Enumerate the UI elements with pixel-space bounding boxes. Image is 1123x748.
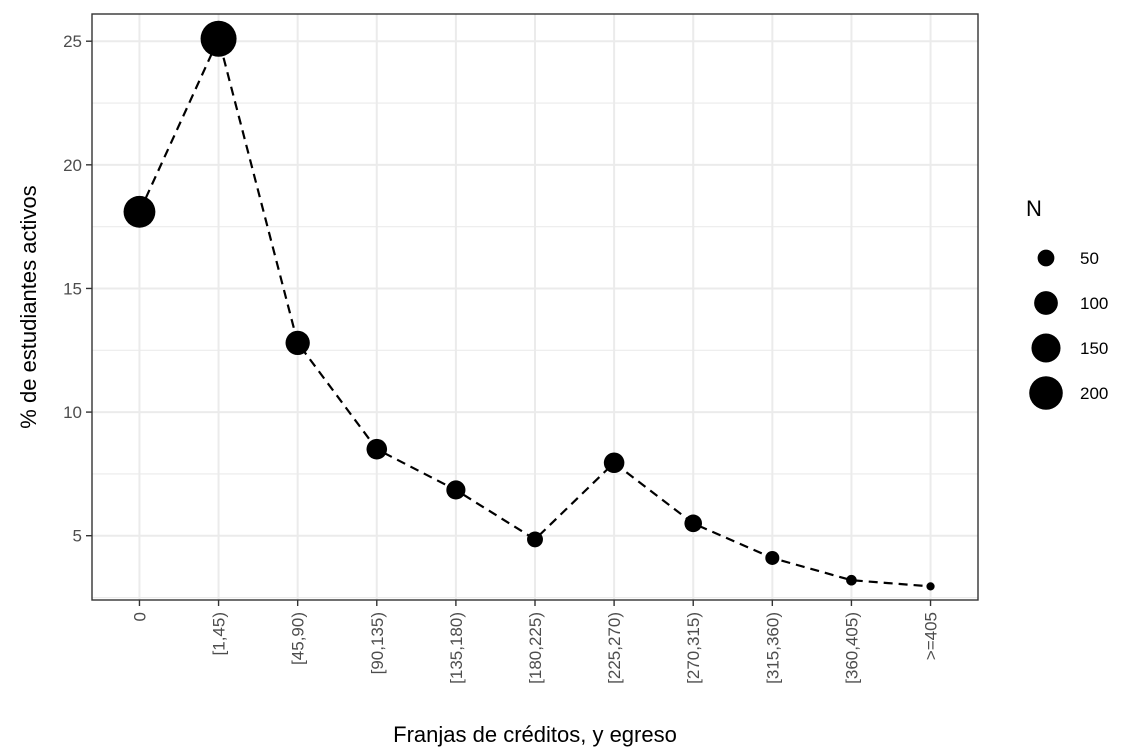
x-tick-label: >=405 bbox=[922, 612, 941, 660]
legend-key bbox=[1037, 249, 1055, 267]
x-axis-title: Franjas de créditos, y egreso bbox=[393, 722, 677, 747]
data-point bbox=[684, 514, 703, 533]
y-tick-label: 25 bbox=[63, 32, 82, 51]
data-point bbox=[200, 20, 237, 57]
x-axis: 0 [1,45) [45,90) [90,135) [135,180) [180,225)… bbox=[130, 600, 941, 684]
x-tick-label: [90,135) bbox=[368, 612, 387, 674]
legend-label: 150 bbox=[1080, 339, 1108, 358]
y-tick-label: 10 bbox=[63, 403, 82, 422]
data-point bbox=[603, 452, 625, 474]
x-tick-label: [360,405) bbox=[842, 612, 861, 684]
legend-label: 200 bbox=[1080, 384, 1108, 403]
data-point bbox=[285, 330, 310, 356]
data-point bbox=[765, 550, 780, 565]
data-points bbox=[123, 20, 935, 591]
data-point bbox=[527, 531, 543, 548]
legend: N 50 100 150 200 bbox=[1026, 196, 1108, 410]
x-tick-label: [180,225) bbox=[526, 612, 545, 684]
x-tick-label: [135,180) bbox=[447, 612, 466, 684]
x-tick-label: [45,90) bbox=[289, 612, 308, 665]
legend-label: 50 bbox=[1080, 249, 1099, 268]
y-tick-label: 15 bbox=[63, 279, 82, 298]
data-point bbox=[366, 438, 388, 460]
major-gridlines bbox=[92, 14, 978, 600]
series-line bbox=[138, 35, 931, 588]
legend-key bbox=[1029, 376, 1063, 410]
data-point bbox=[123, 195, 156, 228]
x-tick-label: [1,45) bbox=[210, 612, 229, 655]
y-tick-label: 5 bbox=[73, 527, 82, 546]
y-tick-label: 20 bbox=[63, 156, 82, 175]
data-point bbox=[446, 480, 466, 500]
x-tick-label: [225,270) bbox=[605, 612, 624, 684]
data-point bbox=[926, 582, 935, 591]
x-tick-label: 0 bbox=[130, 612, 149, 621]
legend-label: 100 bbox=[1080, 294, 1108, 313]
y-axis-title: % de estudiantes activos bbox=[16, 185, 41, 428]
y-axis: 5 10 15 20 25 bbox=[63, 32, 92, 546]
legend-title: N bbox=[1026, 196, 1042, 221]
legend-key bbox=[1034, 291, 1058, 315]
legend-key bbox=[1031, 333, 1061, 363]
x-tick-label: [270,315) bbox=[684, 612, 703, 684]
data-point bbox=[846, 574, 857, 586]
x-tick-label: [315,360) bbox=[763, 612, 782, 684]
